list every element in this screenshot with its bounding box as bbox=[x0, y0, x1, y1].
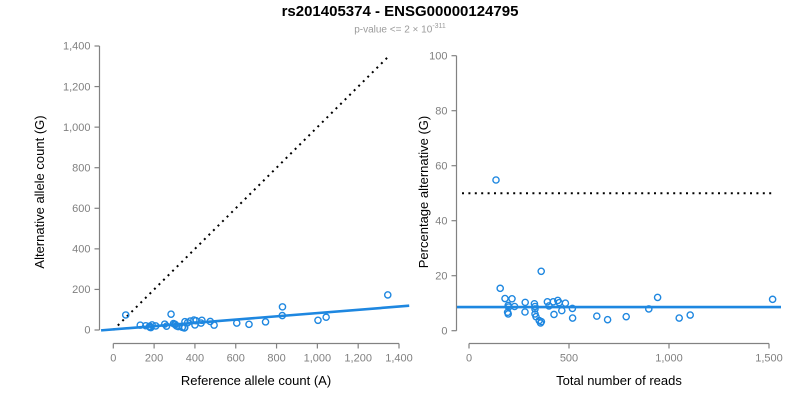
data-point bbox=[603, 315, 612, 324]
data-point bbox=[508, 294, 516, 303]
data-point bbox=[537, 267, 546, 276]
data-point bbox=[686, 311, 695, 319]
data-point bbox=[545, 302, 553, 310]
y-tick-label: 60 bbox=[435, 160, 447, 172]
x-tick-label: 0 bbox=[466, 353, 472, 365]
y-tick-label: 200 bbox=[72, 284, 90, 296]
data-point bbox=[162, 322, 171, 330]
data-point bbox=[278, 311, 287, 320]
data-point bbox=[531, 305, 539, 313]
identity-line bbox=[112, 56, 389, 331]
y-tick-label: 1,000 bbox=[63, 122, 91, 134]
y-tick-label: 0 bbox=[84, 325, 90, 337]
data-point bbox=[245, 320, 253, 329]
x-tick-label: 400 bbox=[186, 353, 204, 365]
y-tick-label: 1,400 bbox=[63, 41, 91, 53]
x-tick-label: 1,400 bbox=[385, 353, 413, 365]
data-point bbox=[496, 284, 505, 293]
x-tick-label: 500 bbox=[560, 353, 578, 365]
data-point bbox=[521, 308, 529, 316]
data-point bbox=[653, 293, 662, 302]
data-point bbox=[550, 310, 558, 319]
x-tick-label: 600 bbox=[227, 353, 245, 365]
y-tick-label: 400 bbox=[72, 244, 90, 256]
data-point bbox=[504, 310, 513, 318]
x-tick-label: 1,200 bbox=[344, 353, 372, 365]
y-tick-label: 1,200 bbox=[63, 81, 91, 93]
y-tick-label: 20 bbox=[435, 270, 447, 282]
data-point bbox=[232, 319, 241, 327]
data-point bbox=[645, 305, 653, 313]
y-tick-label: 600 bbox=[72, 203, 90, 215]
y-axis-title: Percentage alternative (G) bbox=[416, 116, 431, 268]
data-point bbox=[568, 314, 577, 322]
data-point bbox=[160, 320, 169, 328]
data-point bbox=[492, 176, 500, 184]
data-point bbox=[622, 312, 631, 321]
y-tick-label: 0 bbox=[441, 325, 447, 337]
x-tick-label: 200 bbox=[145, 353, 163, 365]
data-point bbox=[561, 299, 570, 308]
data-point bbox=[768, 295, 777, 304]
data-point bbox=[261, 318, 270, 326]
data-point bbox=[510, 302, 519, 311]
data-point bbox=[568, 304, 577, 313]
data-point bbox=[383, 291, 392, 299]
data-point bbox=[151, 322, 160, 330]
data-point bbox=[521, 298, 530, 307]
right-panel: 0 20 40 60 80 100 0 500 1,000 1,500 Total number o… bbox=[416, 50, 783, 388]
y-tick-label: 80 bbox=[435, 105, 447, 117]
x-tick-label: 1,000 bbox=[304, 353, 332, 365]
y-axis-title: Alternative allele count (G) bbox=[32, 115, 47, 268]
x-tick-label: 1,500 bbox=[755, 353, 783, 365]
data-point bbox=[322, 313, 330, 322]
data-point bbox=[531, 302, 539, 311]
data-point bbox=[558, 306, 566, 315]
y-tick-label: 800 bbox=[72, 162, 90, 174]
y-tick-label: 100 bbox=[429, 50, 447, 62]
data-point bbox=[167, 310, 175, 318]
x-tick-label: 0 bbox=[110, 353, 116, 365]
data-point bbox=[121, 311, 130, 319]
data-point bbox=[210, 321, 218, 329]
y-tick-label: 40 bbox=[435, 215, 447, 227]
left-panel: 0 200 400 600 800 1,000 1,200 1,400 0 200 400 600 80… bbox=[32, 41, 413, 388]
data-point bbox=[314, 316, 322, 325]
data-point bbox=[198, 316, 206, 325]
data-point bbox=[278, 303, 287, 311]
data-point bbox=[537, 317, 546, 326]
x-tick-label: 800 bbox=[267, 353, 285, 365]
data-point bbox=[593, 312, 601, 320]
data-point bbox=[675, 314, 684, 322]
x-axis-title: Reference allele count (A) bbox=[181, 373, 331, 388]
data-point bbox=[148, 321, 156, 329]
x-axis-title: Total number of reads bbox=[556, 373, 682, 388]
data-point bbox=[501, 294, 509, 303]
x-tick-label: 1,000 bbox=[655, 353, 683, 365]
